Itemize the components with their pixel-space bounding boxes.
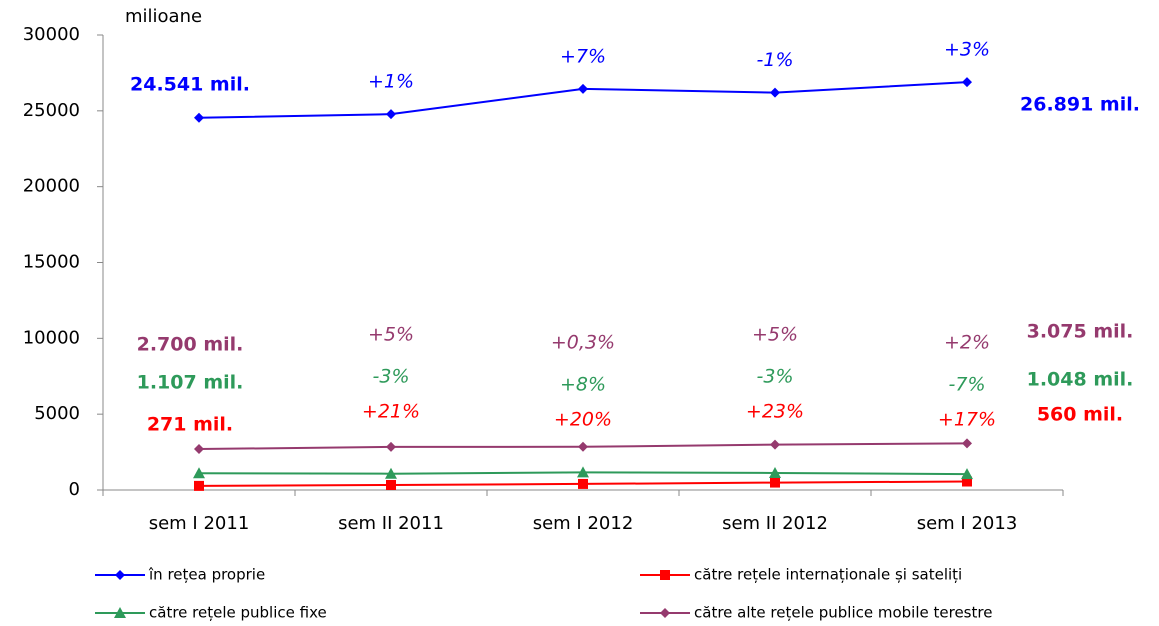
- point: [961, 468, 973, 480]
- point: [577, 466, 589, 478]
- point: [962, 77, 972, 88]
- change-label: +2%: [944, 332, 990, 354]
- change-label: +20%: [554, 409, 612, 431]
- y-axis-label: milioane: [125, 6, 202, 27]
- point: [770, 477, 780, 488]
- legend-marker: [114, 607, 126, 618]
- point: [770, 439, 780, 450]
- change-label: +0,3%: [551, 332, 615, 354]
- value-label: 3.075 mil.: [1027, 321, 1134, 343]
- legend-label: în rețea proprie: [148, 566, 265, 584]
- change-label: +1%: [368, 71, 414, 93]
- value-label: 24.541 mil.: [130, 74, 250, 96]
- value-label: 2.700 mil.: [137, 334, 244, 356]
- legend-label: către rețele publice fixe: [149, 604, 327, 622]
- y-tick-label: 20000: [23, 176, 80, 197]
- point: [770, 87, 780, 98]
- point: [578, 441, 588, 452]
- change-label: +17%: [938, 409, 996, 431]
- y-tick-label: 0: [69, 479, 80, 500]
- legend-marker: [115, 570, 125, 580]
- legend-label: către rețele internaționale și sateliți: [694, 566, 962, 584]
- point: [962, 476, 972, 487]
- legend-marker: [660, 570, 670, 580]
- change-label: -7%: [949, 374, 986, 396]
- x-tick-label: sem II 2012: [722, 513, 828, 534]
- change-label: +3%: [944, 39, 990, 61]
- value-label: 1.107 mil.: [137, 372, 244, 394]
- point: [386, 441, 396, 452]
- point: [578, 478, 588, 489]
- point: [194, 444, 204, 455]
- legend-marker: [660, 608, 670, 618]
- value-label: 560 mil.: [1037, 404, 1123, 426]
- value-label: 26.891 mil.: [1020, 94, 1140, 116]
- change-label: -3%: [373, 366, 410, 388]
- y-tick-label: 5000: [34, 403, 80, 424]
- change-label: +8%: [560, 374, 606, 396]
- change-label: +5%: [752, 324, 798, 346]
- point: [962, 438, 972, 449]
- x-tick-label: sem I 2013: [917, 513, 1018, 534]
- change-label: +21%: [362, 401, 420, 423]
- point: [385, 467, 397, 479]
- point: [193, 467, 205, 479]
- y-tick-label: 15000: [23, 252, 80, 273]
- point: [194, 112, 204, 123]
- x-tick-label: sem I 2012: [533, 513, 634, 534]
- y-tick-label: 25000: [23, 100, 80, 121]
- change-label: +5%: [368, 324, 414, 346]
- point: [769, 466, 781, 478]
- y-tick-label: 30000: [23, 24, 80, 45]
- value-label: 271 mil.: [147, 414, 233, 436]
- point: [386, 479, 396, 490]
- x-tick-label: sem I 2011: [149, 513, 250, 534]
- value-label: 1.048 mil.: [1027, 369, 1134, 391]
- change-label: +23%: [746, 401, 804, 423]
- point: [578, 83, 588, 94]
- change-label: +7%: [560, 45, 606, 67]
- change-label: -3%: [757, 366, 794, 388]
- change-label: -1%: [757, 49, 794, 71]
- x-tick-label: sem II 2011: [338, 513, 444, 534]
- y-tick-label: 10000: [23, 327, 80, 348]
- legend-label: către alte rețele publice mobile terestr…: [694, 604, 992, 622]
- point: [194, 480, 204, 491]
- point: [386, 109, 396, 120]
